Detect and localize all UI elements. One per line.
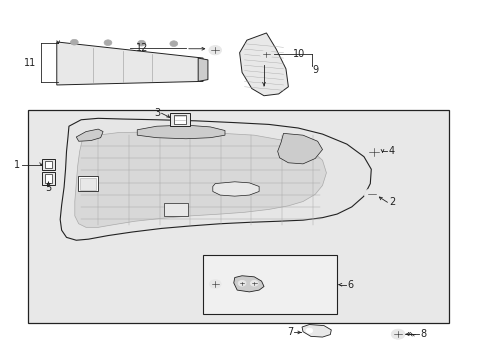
Text: 8: 8 [419,329,426,339]
Circle shape [208,45,221,55]
Polygon shape [137,125,224,139]
Polygon shape [302,324,330,337]
Polygon shape [198,58,207,81]
Circle shape [305,328,312,333]
Bar [173,115,186,124]
Bar [42,159,55,170]
Bar [44,174,52,183]
Circle shape [364,145,382,158]
Circle shape [209,280,221,288]
Polygon shape [277,134,322,164]
Circle shape [104,40,112,46]
Polygon shape [60,118,370,240]
Text: 11: 11 [23,58,36,68]
Text: 4: 4 [388,146,394,156]
Polygon shape [57,42,203,85]
Polygon shape [212,182,259,196]
Circle shape [260,50,272,59]
Bar [170,113,189,126]
Text: 7: 7 [286,327,293,337]
Bar [203,255,336,315]
Circle shape [250,280,258,286]
Polygon shape [76,129,103,141]
Bar [80,178,96,190]
Text: 12: 12 [136,43,148,53]
Text: 5: 5 [45,183,52,193]
Circle shape [364,189,379,200]
Text: 1: 1 [14,160,20,170]
Circle shape [169,41,177,46]
Text: 9: 9 [312,64,318,75]
Polygon shape [239,33,288,96]
Bar [45,161,52,168]
Circle shape [390,329,404,339]
Text: 6: 6 [346,280,352,290]
Polygon shape [75,132,326,227]
Bar [78,176,98,192]
Circle shape [70,39,78,45]
Bar [27,110,448,323]
Text: 10: 10 [293,49,305,59]
Bar [163,203,188,216]
Text: 2: 2 [388,197,394,207]
Bar [42,172,55,185]
Text: 3: 3 [154,108,160,118]
Circle shape [238,280,245,286]
Circle shape [138,40,145,46]
Polygon shape [233,276,264,292]
